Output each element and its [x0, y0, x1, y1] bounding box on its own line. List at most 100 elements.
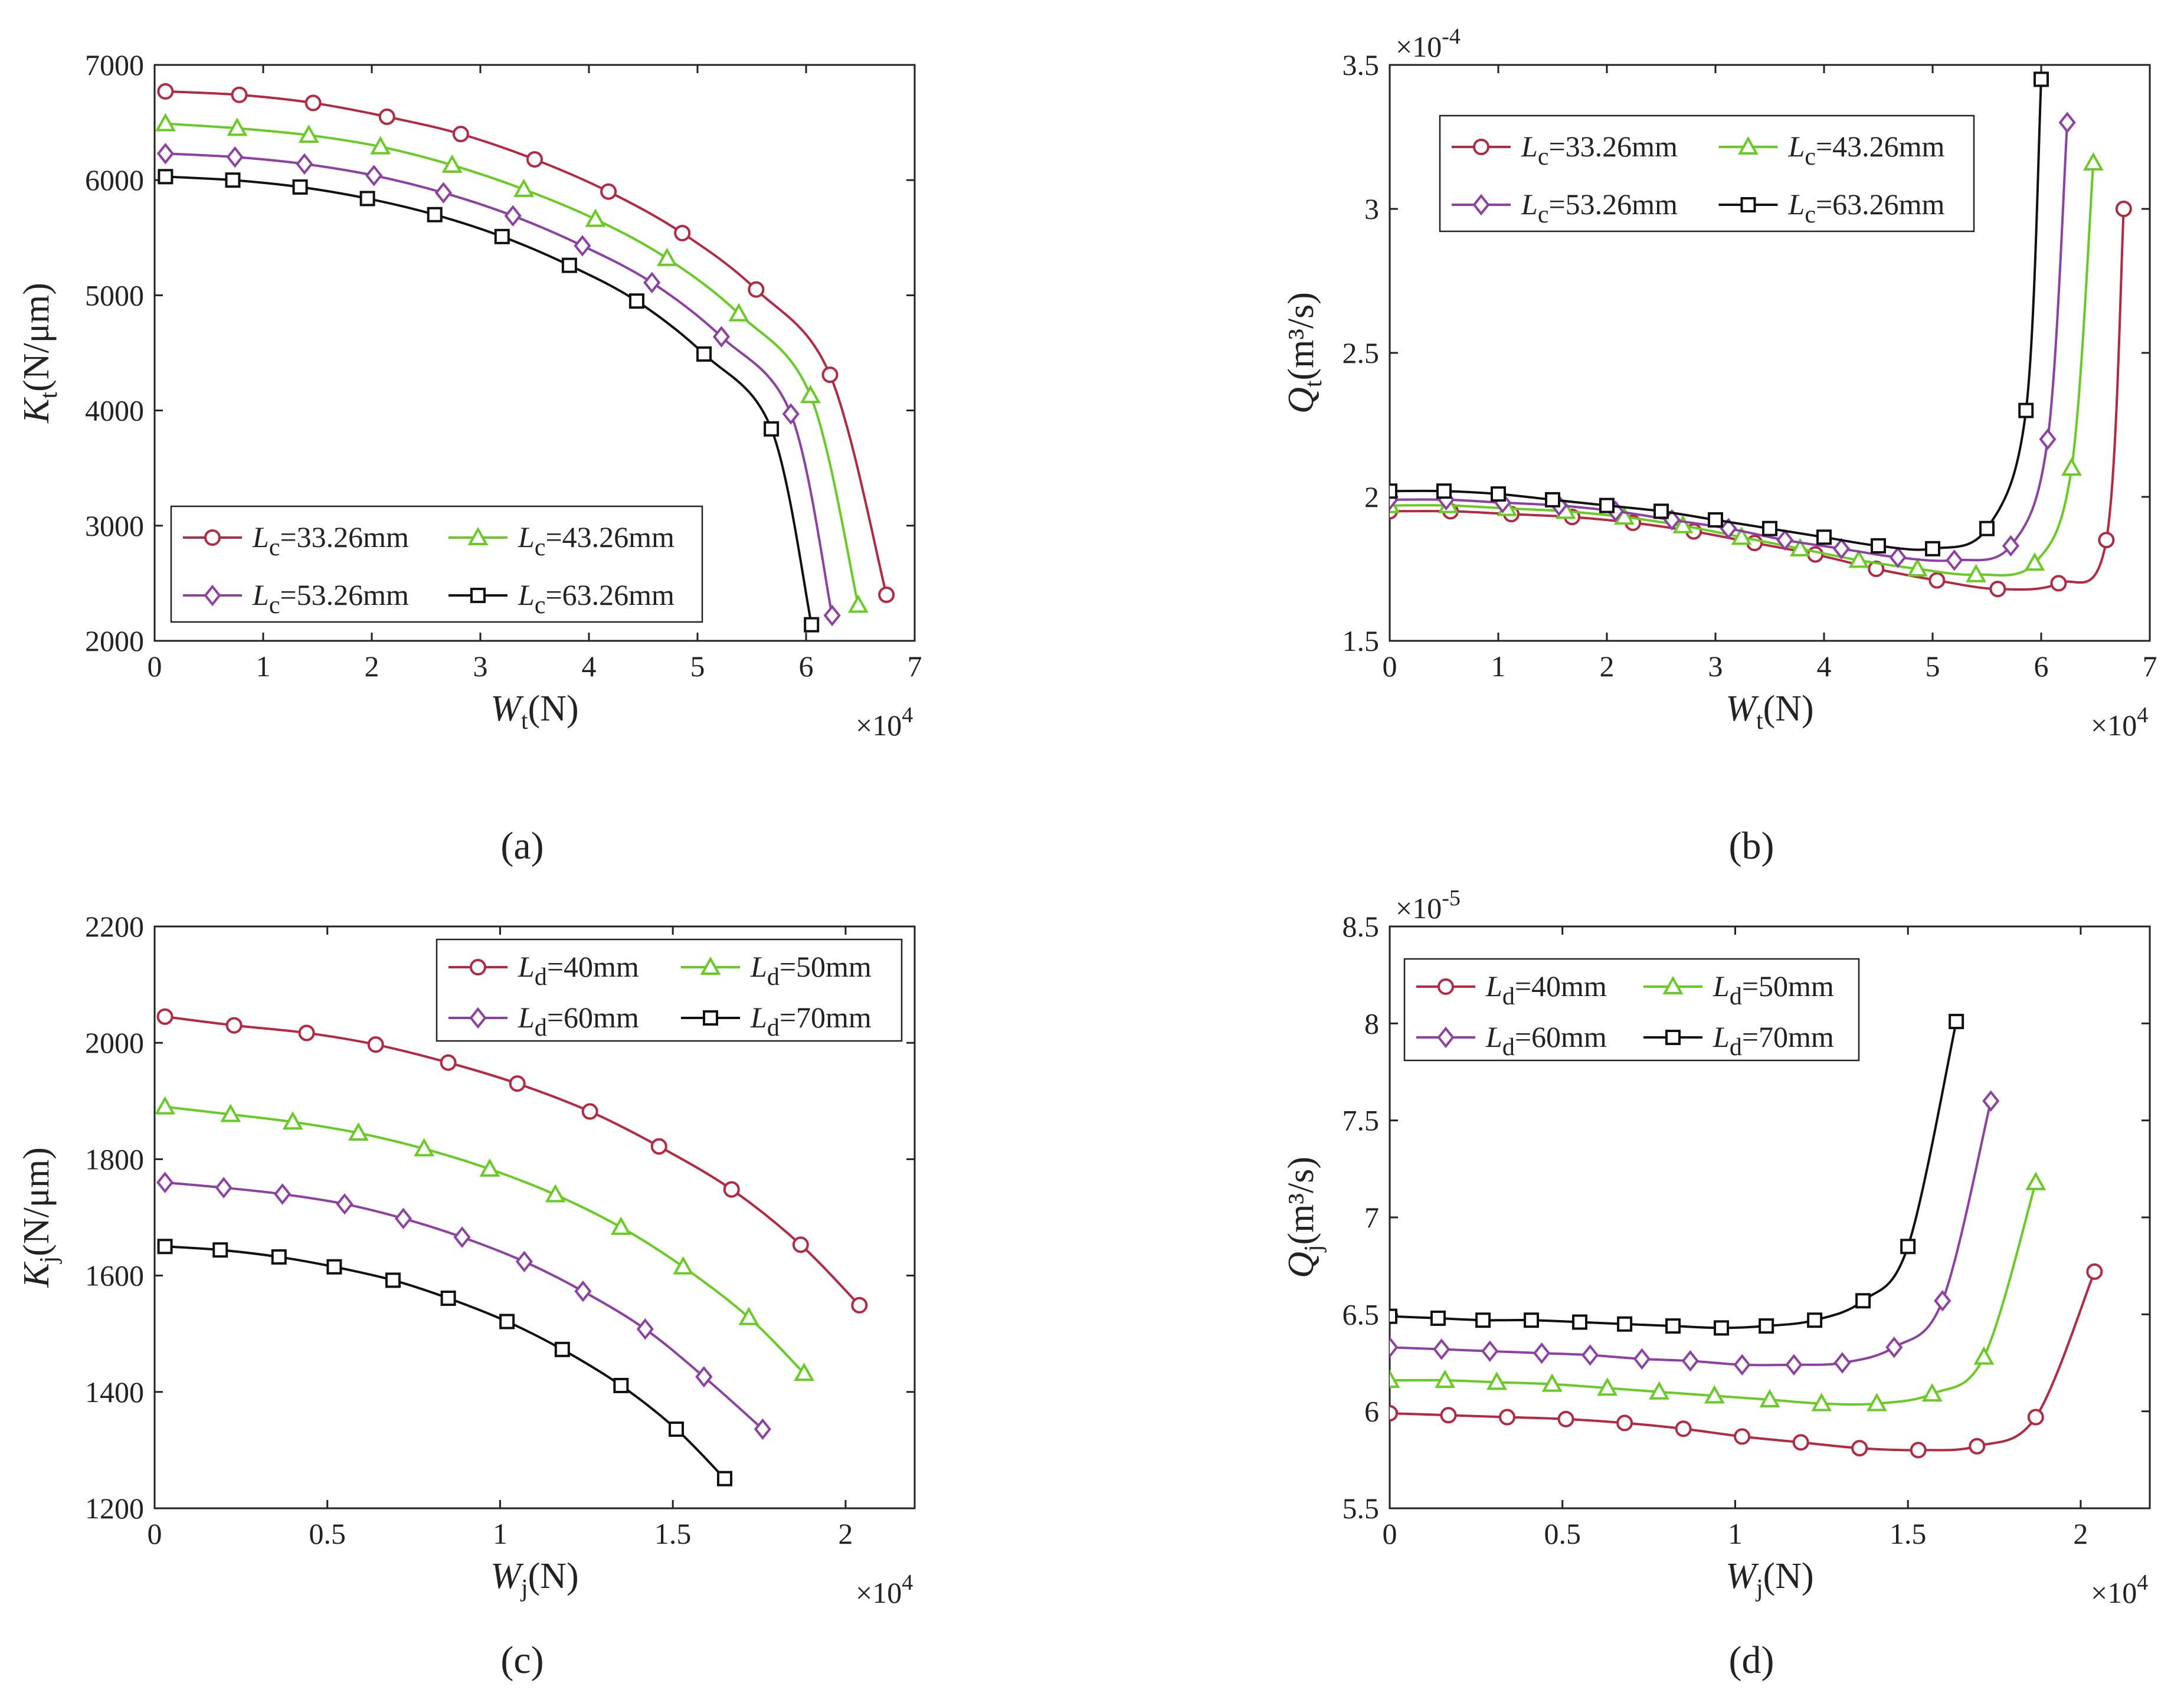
x-multiplier: ×104: [2091, 1570, 2148, 1609]
legend-label-symbol: L: [750, 950, 767, 983]
x-axis-label-subscript: j: [1755, 1575, 1763, 1602]
x-axis-label: Wt(N): [1725, 689, 1813, 735]
data-point: [367, 1036, 384, 1053]
y-multiplier-exp: -5: [1442, 886, 1461, 911]
legend-label-text: =60mm: [1515, 1020, 1607, 1053]
legend-marker: [1662, 975, 1684, 994]
data-point: [1486, 1371, 1507, 1390]
y-axis-label-text: (m³/s): [1281, 292, 1321, 380]
series-line: [165, 1181, 764, 1430]
data-point: [1390, 1369, 1400, 1389]
legend-label-text: =70mm: [1742, 1020, 1834, 1053]
legend-marker: [469, 1007, 487, 1029]
data-point: [296, 153, 313, 175]
x-axis-label-subscript: t: [1756, 708, 1763, 735]
y-tick-label: 8: [1364, 1007, 1379, 1040]
y-tick-label: 2.5: [1343, 336, 1380, 369]
data-point: [385, 1272, 401, 1288]
data-point: [1776, 529, 1794, 551]
y-axis-label-symbol: K: [17, 1261, 57, 1288]
x-tick-label: 0: [148, 1517, 162, 1550]
data-point: [712, 326, 731, 348]
y-tick-label: 1.5: [1343, 624, 1380, 657]
x-tick-label: 6: [799, 650, 814, 683]
data-point: [643, 271, 661, 294]
legend-label-symbol: L: [1713, 970, 1730, 1003]
legend-label: Lc=63.26mm: [518, 578, 674, 619]
legend-label-text: =53.26mm: [1548, 188, 1678, 221]
x-multiplier-base: ×10: [2091, 1576, 2137, 1609]
x-tick-label: 7: [2143, 650, 2157, 683]
data-point: [212, 1242, 228, 1258]
data-point: [1807, 1312, 1823, 1328]
legend-label-subscript: d: [1502, 983, 1515, 1010]
data-point: [1390, 1337, 1399, 1358]
legend-marker: [1738, 136, 1759, 155]
data-point: [494, 228, 510, 244]
legend-label-subscript: d: [1730, 1034, 1742, 1061]
data-point: [1867, 1393, 1887, 1412]
data-point: [1720, 518, 1737, 539]
legend-label-text: =43.26mm: [1816, 130, 1945, 163]
data-point: [2002, 535, 2020, 557]
series-1: [1390, 1171, 2047, 1412]
x-tick-label: 0.5: [1544, 1517, 1581, 1550]
y-multiplier: ×10-4: [1396, 24, 1461, 63]
series-0: [1390, 1263, 2103, 1459]
data-point: [231, 86, 248, 103]
legend-marker: [1438, 978, 1454, 995]
data-point: [1949, 1014, 1964, 1030]
data-point: [1665, 1318, 1681, 1334]
x-axis-label-text: (N): [528, 1556, 579, 1596]
data-point: [847, 594, 869, 613]
legend-label-text: =33.26mm: [280, 520, 409, 554]
data-point: [1733, 1354, 1751, 1376]
data-point: [1921, 1383, 1943, 1402]
x-axis-label-text: (N): [528, 689, 579, 729]
legend-marker: [1665, 1030, 1681, 1045]
y-tick-label: 1200: [85, 1492, 144, 1525]
data-point: [453, 1226, 471, 1248]
y-tick-label: 3000: [85, 509, 144, 542]
data-point: [674, 224, 691, 241]
data-point: [581, 1103, 598, 1120]
x-multiplier: ×104: [2091, 703, 2148, 742]
data-point: [158, 169, 173, 185]
data-point: [1599, 497, 1615, 513]
series-2: [1390, 1090, 2000, 1376]
data-point: [509, 1075, 526, 1092]
data-point: [800, 385, 821, 404]
data-point: [1714, 1320, 1730, 1336]
data-point: [1910, 1442, 1927, 1459]
axes-box: [153, 925, 916, 1509]
data-point: [748, 281, 765, 298]
data-point: [157, 83, 174, 100]
legend-label: Lc=53.26mm: [252, 578, 409, 619]
data-point: [1934, 1290, 1951, 1312]
data-point: [764, 421, 780, 437]
legend-label: Ld=60mm: [518, 1001, 639, 1042]
data-point: [427, 207, 443, 222]
data-point: [156, 1171, 174, 1194]
data-point: [628, 293, 644, 309]
legend-marker: [204, 529, 221, 546]
legend-label-symbol: L: [1788, 130, 1805, 163]
x-multiplier-base: ×10: [856, 1576, 902, 1609]
data-point: [499, 1314, 515, 1329]
data-point: [1390, 1308, 1397, 1324]
data-point: [1675, 1420, 1692, 1437]
x-tick-label: 3: [1708, 650, 1723, 683]
series-line: [165, 1245, 726, 1480]
legend-label-text: =33.26mm: [1548, 130, 1678, 163]
legend-label: Lc=33.26mm: [252, 520, 409, 561]
x-tick-label: 0: [148, 650, 162, 683]
panel-a: 0 1 2 3 4 5 6 7200030004000500060007000Wt(N)Kt(…: [17, 48, 922, 742]
x-tick-label: 1.5: [1890, 1517, 1927, 1550]
data-point: [561, 257, 577, 273]
y-tick-label: 6000: [85, 163, 144, 197]
legend-label-subscript: d: [535, 1014, 547, 1042]
data-point: [1731, 526, 1752, 545]
legend-box: [1439, 114, 1975, 232]
